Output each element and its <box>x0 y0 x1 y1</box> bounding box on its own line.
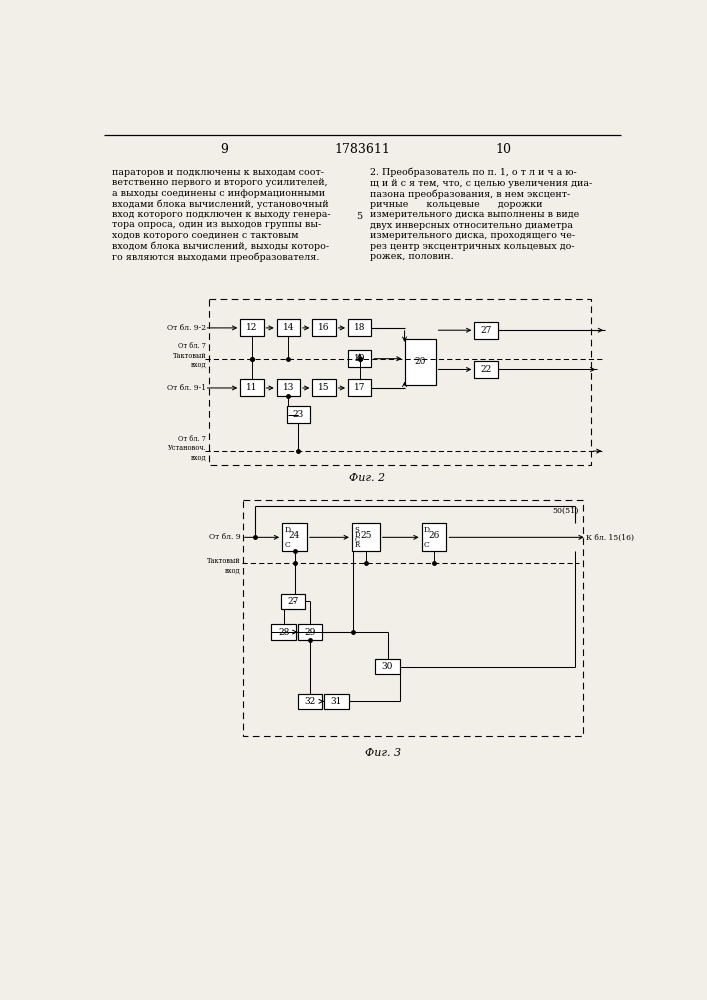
Bar <box>404 339 436 385</box>
Text: 24: 24 <box>289 531 300 540</box>
Text: 15: 15 <box>318 383 329 392</box>
Text: 14: 14 <box>283 323 294 332</box>
Text: 16: 16 <box>318 323 329 332</box>
Text: 12: 12 <box>246 323 257 332</box>
Text: C: C <box>354 536 359 544</box>
Text: 29: 29 <box>304 628 316 637</box>
Text: 25: 25 <box>360 531 372 540</box>
Text: Тактовый
вход: Тактовый вход <box>206 557 240 574</box>
Bar <box>375 659 400 674</box>
Text: параторов и подключены к выходам соот-
ветственно первого и второго усилителей,
: параторов и подключены к выходам соот- в… <box>112 168 330 262</box>
Bar <box>282 523 307 551</box>
Text: 19: 19 <box>354 354 366 363</box>
Text: 1783611: 1783611 <box>334 143 390 156</box>
Bar <box>348 319 371 336</box>
Text: 30: 30 <box>382 662 393 671</box>
Text: 17: 17 <box>354 383 366 392</box>
Bar <box>240 379 264 396</box>
Bar <box>421 523 446 551</box>
Text: 5: 5 <box>356 212 363 221</box>
Text: 27: 27 <box>480 326 491 335</box>
Text: От бл. 9-1: От бл. 9-1 <box>167 384 206 392</box>
Text: D: D <box>284 526 291 534</box>
Bar <box>474 361 498 378</box>
Text: К бл. 15(16): К бл. 15(16) <box>586 533 634 541</box>
Text: 13: 13 <box>283 383 294 392</box>
Text: 23: 23 <box>293 410 304 419</box>
Text: C: C <box>284 541 290 549</box>
Bar <box>209 299 590 465</box>
Text: 50(51): 50(51) <box>552 507 579 515</box>
Text: Фиг. 3: Фиг. 3 <box>365 748 401 758</box>
Text: 10: 10 <box>495 143 511 156</box>
Bar <box>324 694 349 709</box>
Text: 31: 31 <box>331 697 342 706</box>
Bar <box>281 594 305 609</box>
Bar <box>352 523 380 551</box>
Bar <box>287 406 310 423</box>
Text: 32: 32 <box>305 697 315 706</box>
Text: D: D <box>424 526 430 534</box>
Bar <box>474 322 498 339</box>
Text: От бл. 7
Тактовый
вход: От бл. 7 Тактовый вход <box>173 342 206 369</box>
Text: 20: 20 <box>414 357 426 366</box>
Text: 22: 22 <box>480 365 491 374</box>
Bar <box>348 350 371 367</box>
Text: S: S <box>354 526 359 534</box>
Text: D: D <box>354 531 360 539</box>
Bar <box>271 624 296 640</box>
Text: 11: 11 <box>246 383 257 392</box>
Bar <box>276 379 300 396</box>
Bar <box>348 379 371 396</box>
Text: 9: 9 <box>220 143 228 156</box>
Bar <box>243 500 583 736</box>
Text: 28: 28 <box>278 628 289 637</box>
Text: От бл. 9: От бл. 9 <box>209 533 240 541</box>
Text: C: C <box>424 541 430 549</box>
Bar <box>312 319 336 336</box>
Bar <box>298 694 322 709</box>
Bar <box>276 319 300 336</box>
Text: 18: 18 <box>354 323 366 332</box>
Text: 26: 26 <box>428 531 440 540</box>
Text: От бл. 9-2: От бл. 9-2 <box>167 324 206 332</box>
Bar <box>312 379 336 396</box>
Text: R: R <box>354 541 359 549</box>
Text: От бл. 7
Установоч.
вход: От бл. 7 Установоч. вход <box>168 435 206 461</box>
Text: Фиг. 2: Фиг. 2 <box>349 473 385 483</box>
Bar <box>240 319 264 336</box>
Bar <box>298 624 322 640</box>
Text: 2. Преобразователь по п. 1, о т л и ч а ю-
щ и й с я тем, что, с целью увеличени: 2. Преобразователь по п. 1, о т л и ч а … <box>370 168 592 261</box>
Text: 27: 27 <box>287 597 298 606</box>
